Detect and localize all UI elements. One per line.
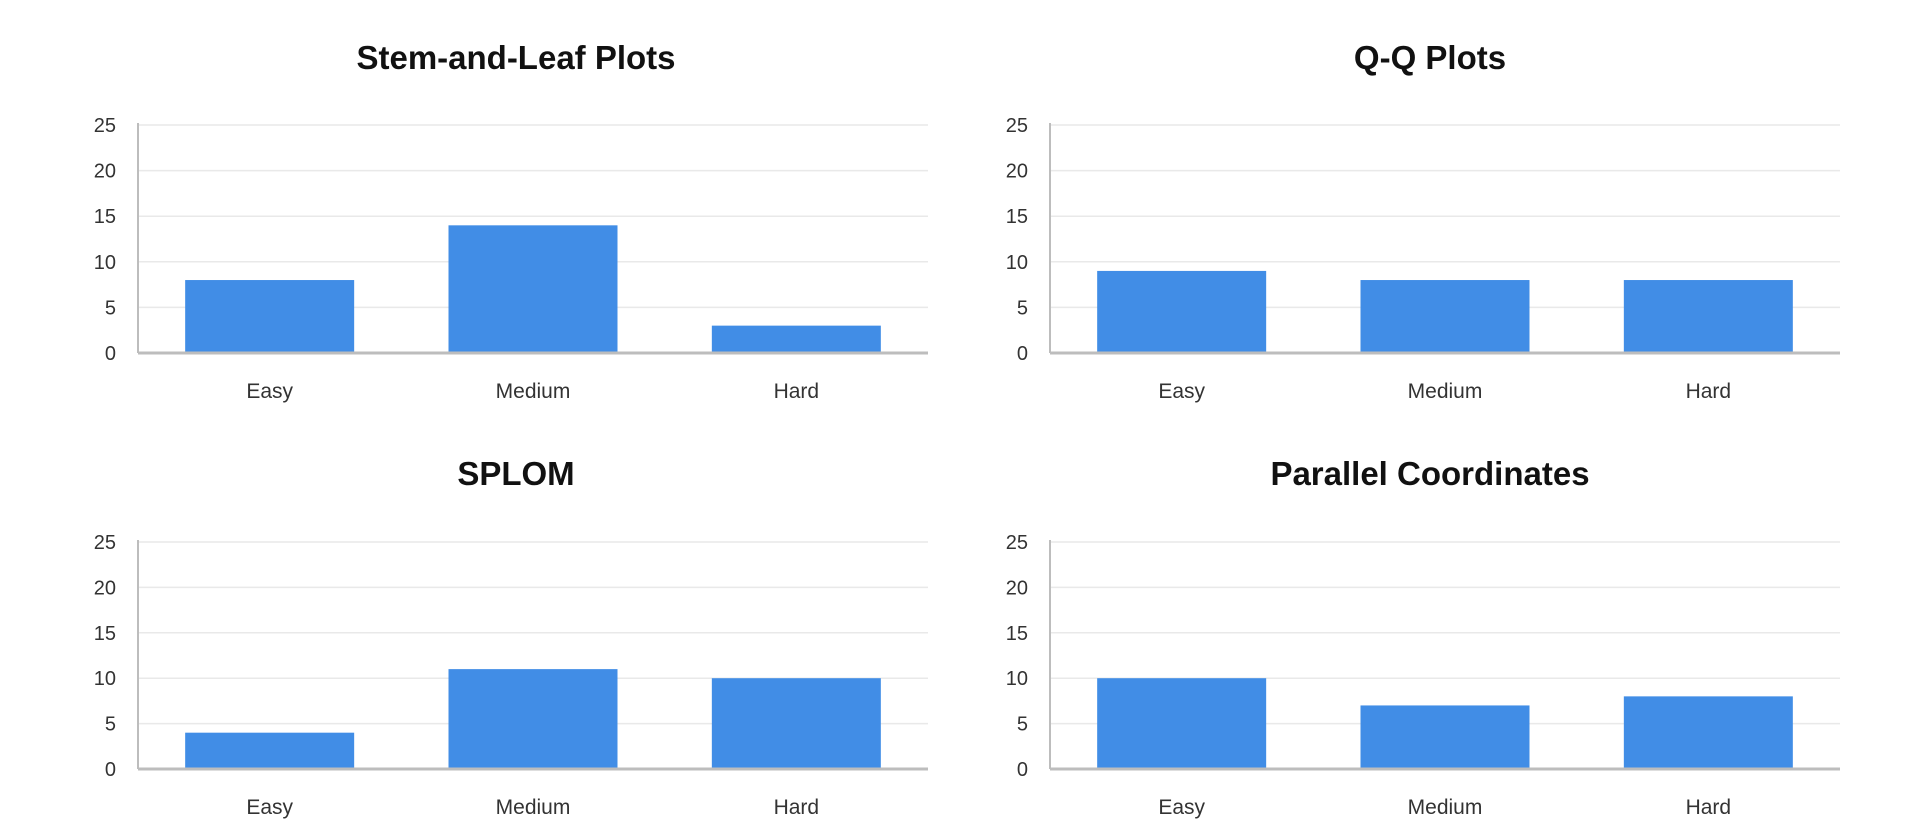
x-category-label: Medium (1408, 380, 1483, 403)
bar-hard[interactable] (711, 678, 881, 769)
bar-easy[interactable] (1097, 270, 1267, 353)
bar-hard[interactable] (1623, 280, 1793, 353)
x-category-label: Medium (496, 380, 571, 403)
y-tick-label: 5 (105, 297, 116, 319)
bar-medium[interactable] (1360, 280, 1530, 353)
y-tick-label: 10 (94, 252, 116, 274)
y-tick-label: 15 (94, 623, 116, 645)
bar-hard[interactable] (711, 325, 881, 353)
x-category-label: Hard (774, 380, 820, 403)
bar-easy[interactable] (185, 280, 355, 353)
y-tick-label: 20 (1006, 161, 1028, 183)
chart-panel: Q-Q Plots 0 5 10 15 20 25 Easy Medium Hard (1006, 39, 1840, 403)
chart-title: Stem-and-Leaf Plots (356, 39, 675, 76)
x-category-label: Medium (1408, 796, 1483, 819)
y-tick-label: 5 (1017, 297, 1028, 319)
x-category-label: Easy (246, 380, 293, 403)
y-tick-label: 15 (1006, 623, 1028, 645)
y-tick-label: 25 (1006, 115, 1028, 137)
chart-title: Parallel Coordinates (1270, 455, 1589, 492)
x-category-label: Easy (1158, 796, 1205, 819)
y-tick-label: 5 (1017, 714, 1028, 736)
chart-panel: SPLOM 0 5 10 15 20 25 Easy Medium Hard (94, 455, 928, 819)
y-tick-label: 25 (94, 532, 116, 554)
x-category-label: Hard (774, 796, 820, 819)
y-tick-label: 0 (1017, 759, 1028, 781)
bar-easy[interactable] (185, 732, 355, 769)
chart-panel: Parallel Coordinates 0 5 10 15 20 25 Easy Medium… (1006, 455, 1840, 819)
y-tick-label: 25 (1006, 532, 1028, 554)
bar-medium[interactable] (448, 225, 618, 353)
y-tick-label: 5 (105, 714, 116, 736)
y-tick-label: 20 (94, 161, 116, 183)
chart-panel: Stem-and-Leaf Plots 0 5 10 15 20 25 Easy Medium H… (94, 39, 928, 403)
x-category-label: Easy (1158, 380, 1205, 403)
y-tick-label: 10 (1006, 252, 1028, 274)
y-tick-label: 0 (105, 759, 116, 781)
y-tick-label: 0 (105, 343, 116, 365)
bar-easy[interactable] (1097, 678, 1267, 769)
bar-hard[interactable] (1623, 696, 1793, 769)
y-tick-label: 15 (94, 206, 116, 228)
x-category-label: Hard (1686, 796, 1732, 819)
y-tick-label: 0 (1017, 343, 1028, 365)
y-tick-label: 20 (94, 577, 116, 599)
bar-medium[interactable] (1360, 705, 1530, 769)
chart-title: SPLOM (457, 455, 574, 492)
x-category-label: Hard (1686, 380, 1732, 403)
bar-medium[interactable] (448, 669, 618, 769)
y-tick-label: 10 (94, 668, 116, 690)
y-tick-label: 10 (1006, 668, 1028, 690)
x-category-label: Medium (496, 796, 571, 819)
chart-title: Q-Q Plots (1354, 39, 1506, 76)
y-tick-label: 25 (94, 115, 116, 137)
y-tick-label: 20 (1006, 577, 1028, 599)
x-category-label: Easy (246, 796, 293, 819)
y-tick-label: 15 (1006, 206, 1028, 228)
